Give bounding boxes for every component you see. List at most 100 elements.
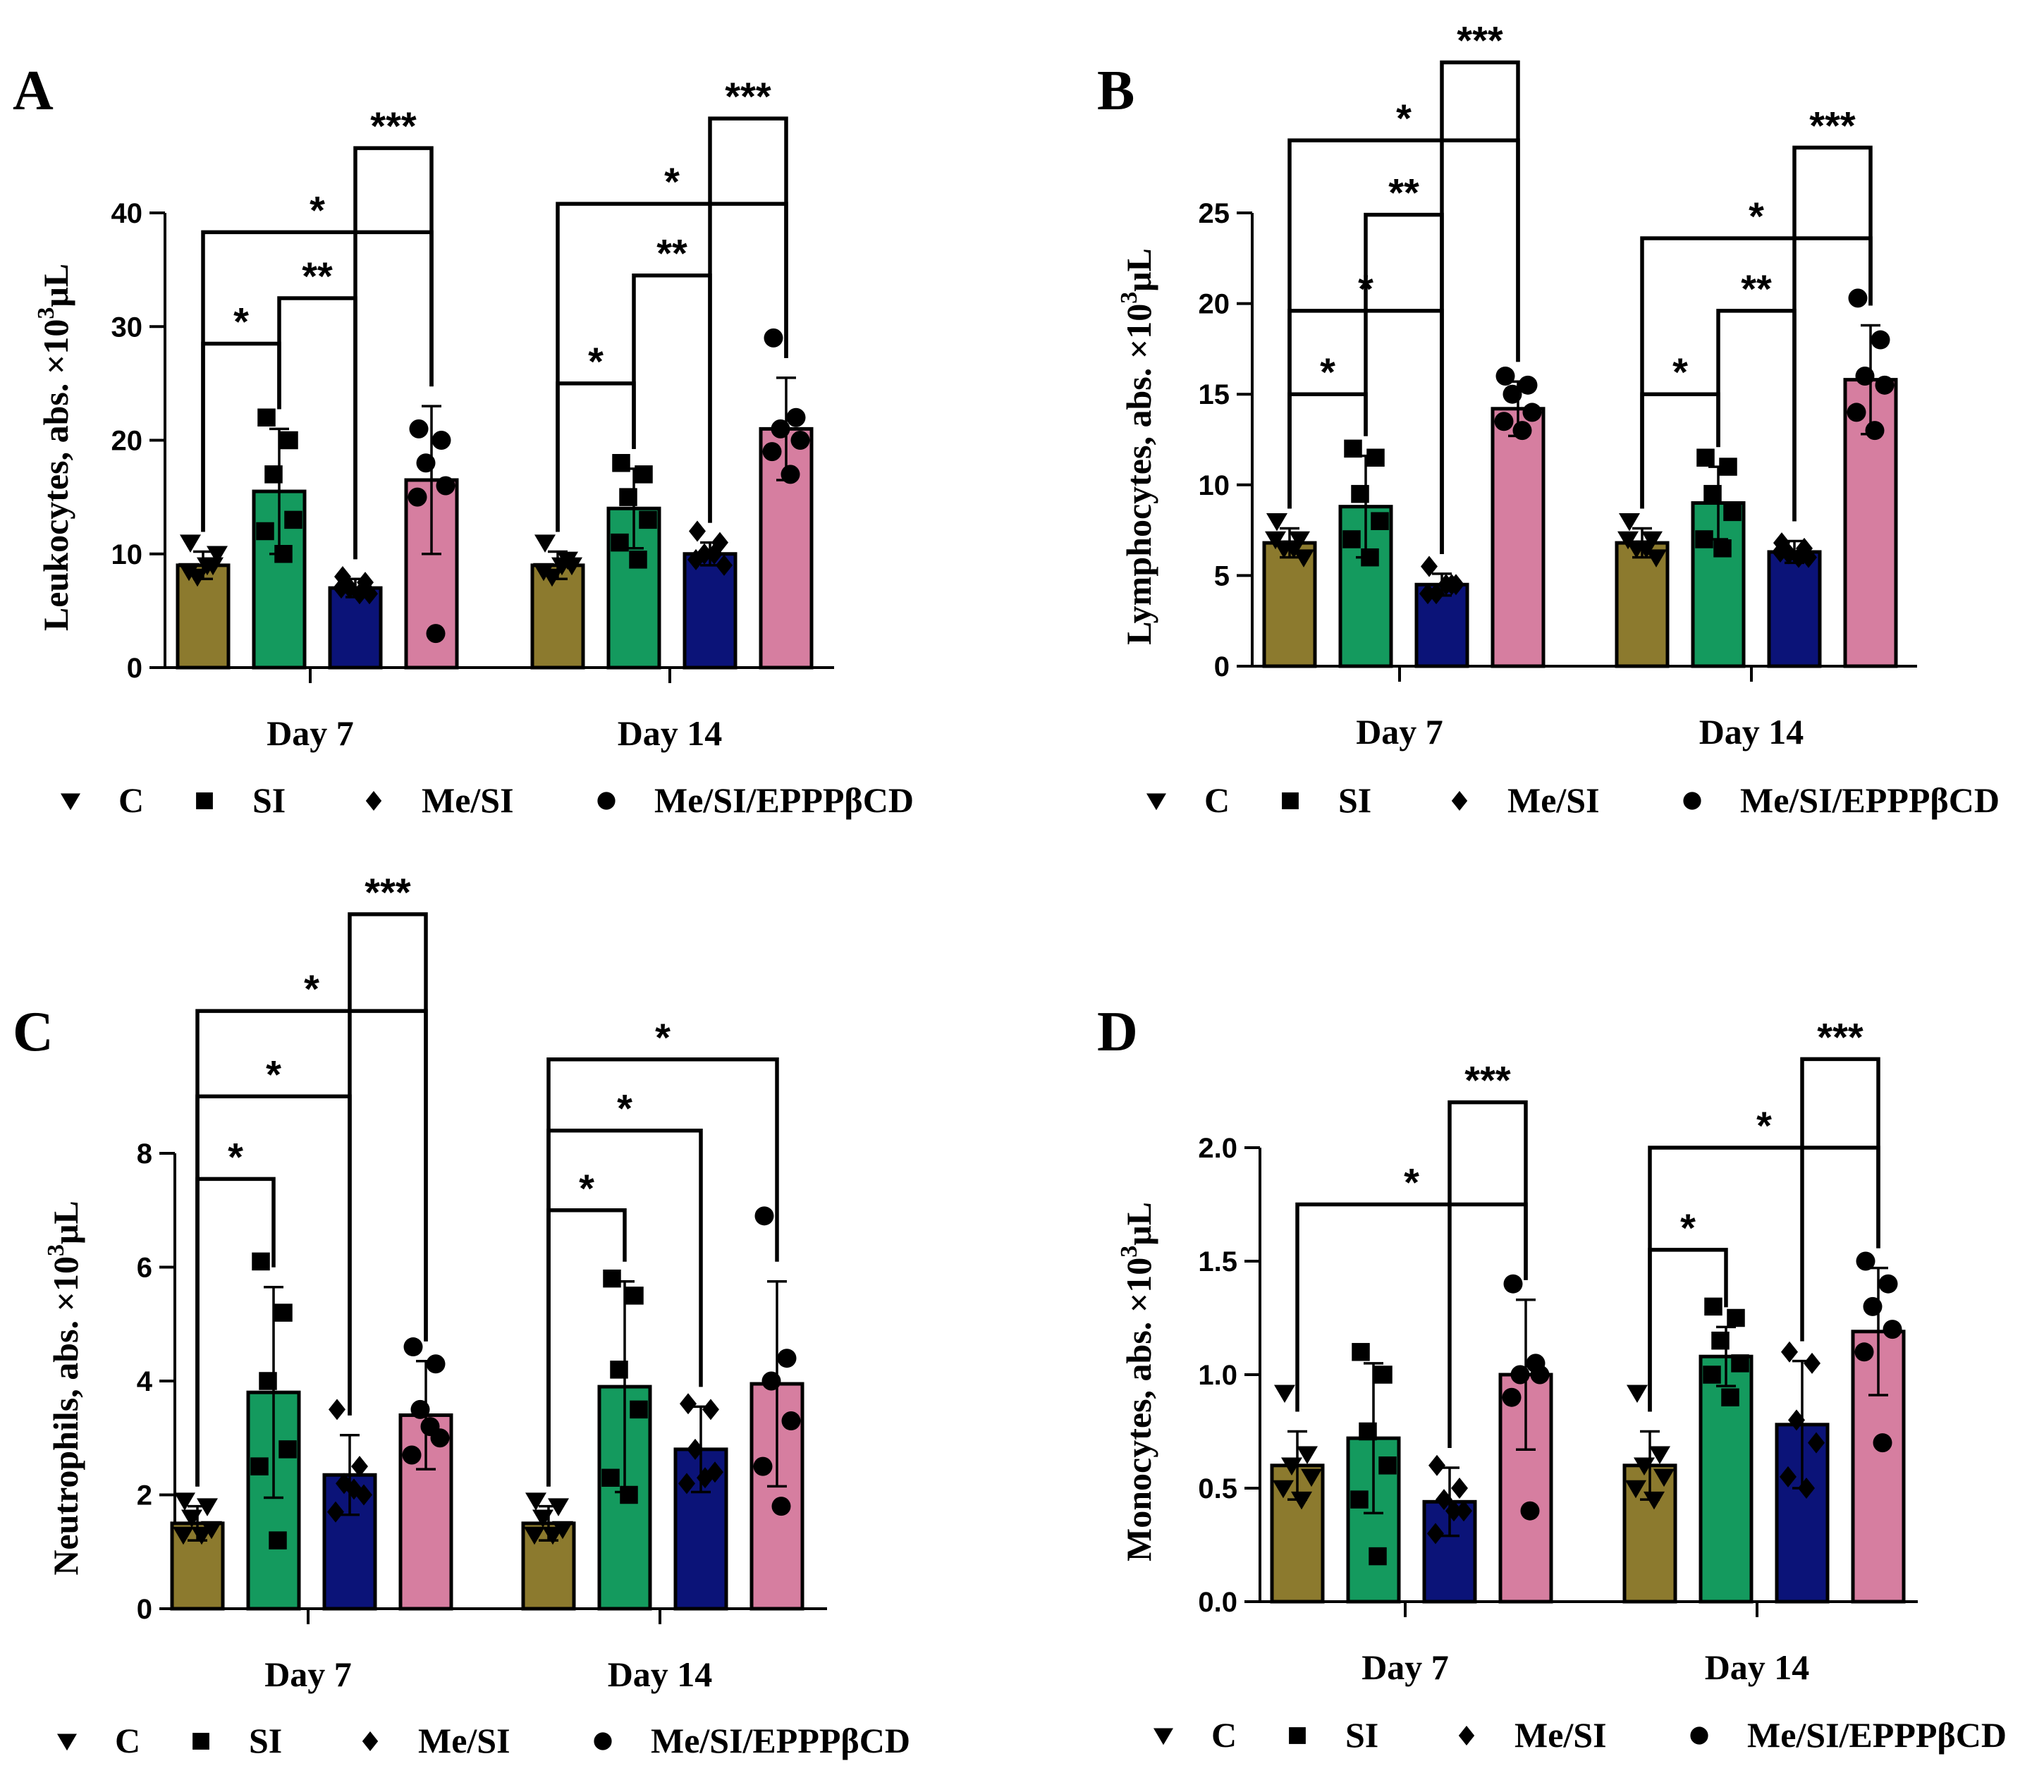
data-point (1374, 1366, 1393, 1384)
data-point (420, 1417, 440, 1437)
significance-bracket (546, 1057, 779, 1487)
significance-label: *** (1464, 1058, 1511, 1103)
significance-bracket (1648, 1146, 1880, 1412)
y-tick-label: 8 (137, 1139, 152, 1170)
data-point (1695, 530, 1713, 548)
bar-c (1615, 541, 1670, 668)
data-point (1518, 375, 1538, 395)
data-point (1719, 458, 1737, 476)
y-axis-label: Leukocytes, abs. ×103μL (33, 264, 75, 631)
data-point (601, 1468, 620, 1487)
y-tick-label: 0 (1214, 651, 1230, 682)
significance-label: * (310, 188, 325, 232)
y-axis-label-superscript: 3 (43, 1244, 69, 1256)
y-axis-label-superscript: 3 (33, 307, 59, 319)
data-point (1361, 548, 1379, 567)
legend-entry: Me/SI/EPPPβCD (1747, 1715, 2007, 1755)
data-point (687, 1438, 704, 1460)
data-point (1371, 512, 1389, 530)
data-point (753, 1456, 773, 1476)
data-point (1727, 1308, 1745, 1327)
data-point (1510, 1365, 1530, 1385)
data-point (1704, 1297, 1722, 1316)
data-point (252, 1252, 270, 1271)
data-point (777, 1349, 797, 1368)
legend-entry: SI (1338, 780, 1371, 820)
significance-label: *** (1809, 103, 1856, 147)
data-point (1854, 1342, 1874, 1362)
legend-entry: SI (1345, 1715, 1378, 1755)
data-point (173, 1526, 194, 1545)
data-point (1366, 448, 1385, 467)
data-point (197, 557, 218, 576)
legend-entry: Me/SI/EPPPβCD (654, 780, 914, 820)
legend: C SI Me/SI Me/SI/EPPPβCD (61, 780, 914, 820)
data-point (426, 624, 446, 644)
panel-label: A (13, 60, 54, 122)
data-point (274, 545, 293, 563)
legend-marker-square (1289, 1727, 1306, 1744)
y-tick-label: 20 (1199, 289, 1230, 320)
x-category-label: Day 14 (618, 713, 723, 753)
legend-entry: Me/SI (1507, 780, 1600, 820)
significance-label: * (617, 1086, 632, 1131)
data-point (436, 476, 455, 496)
y-tick-label: 40 (111, 198, 143, 229)
data-point (790, 431, 810, 450)
data-point (279, 1440, 297, 1459)
significance-label: * (1756, 1103, 1772, 1148)
data-point (1646, 549, 1667, 567)
legend-marker-diamond (1458, 1726, 1475, 1745)
data-point (1427, 1523, 1444, 1545)
data-point (1863, 1296, 1883, 1316)
data-point (1281, 1457, 1302, 1476)
data-point (1696, 448, 1715, 467)
bar-c (1262, 541, 1317, 668)
data-point (1883, 1320, 1902, 1339)
y-axis-label-unit: μL (36, 264, 75, 307)
data-point (1297, 1446, 1318, 1464)
data-point (426, 1354, 446, 1374)
data-point (1445, 1500, 1462, 1522)
significance-label: * (228, 1134, 243, 1179)
legend-entry: Me/SI (418, 1721, 510, 1760)
y-axis-label-text: Monocytes, abs. ×10 (1119, 1258, 1158, 1561)
significance-label: ** (302, 254, 333, 298)
data-point (1436, 1489, 1452, 1511)
data-point (629, 551, 647, 569)
significance-label: ** (1741, 266, 1772, 311)
data-point (180, 534, 201, 553)
data-point (1804, 1352, 1820, 1374)
y-tick-label: 10 (111, 539, 143, 570)
data-point (1781, 1341, 1798, 1363)
y-axis-label-text: Leukocytes, abs. ×10 (36, 319, 75, 631)
legend-marker-triangle-down (1146, 793, 1166, 811)
data-point (625, 1287, 644, 1305)
significance-label: *** (725, 74, 771, 118)
significance-label: *** (1817, 1014, 1864, 1059)
significance-bracket (632, 273, 712, 523)
legend-entry: C (1211, 1715, 1237, 1755)
data-point (207, 546, 228, 564)
bar-mesi (328, 586, 383, 670)
data-point (408, 487, 427, 507)
data-point (1502, 1387, 1522, 1407)
significance-bracket (1295, 1202, 1528, 1412)
y-axis-label: Neutrophils, abs. ×103μL (43, 1201, 85, 1575)
data-point (1419, 583, 1436, 605)
significance-label: * (1672, 350, 1688, 394)
x-category-label: Day 14 (608, 1655, 713, 1694)
data-point (1798, 1478, 1815, 1499)
data-point (1293, 549, 1314, 567)
data-point (1520, 1501, 1540, 1521)
chart-panel-a: A 0 10 20 30 40 Day 7 Day 14 Leukocytes, abs. ×1… (13, 60, 914, 820)
panel-label: D (1097, 1001, 1138, 1063)
data-point (551, 557, 573, 576)
data-point (351, 1456, 368, 1478)
x-category-label: Day 7 (1356, 712, 1443, 751)
significance-bracket (1440, 60, 1520, 554)
data-point (771, 1497, 791, 1516)
legend-entry: C (1204, 780, 1230, 820)
data-point (432, 431, 451, 450)
legend-entry: Me/SI/EPPPβCD (1740, 780, 2000, 820)
